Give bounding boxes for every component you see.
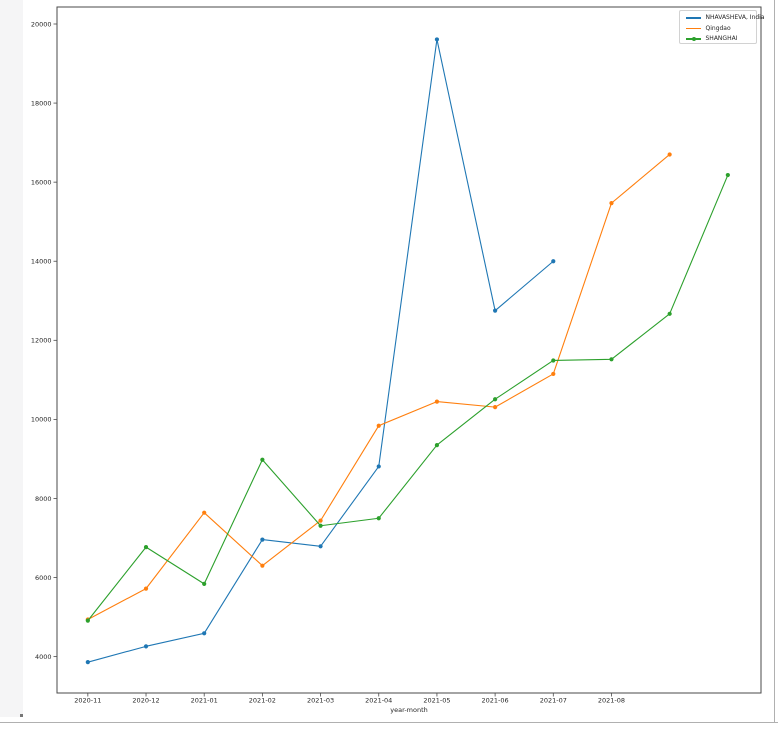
y-tick-label: 14000 <box>31 258 52 266</box>
data-point <box>667 311 672 316</box>
data-point <box>143 644 149 649</box>
y-tick-label: 12000 <box>31 337 52 345</box>
x-tick-label: 2021-08 <box>598 697 625 705</box>
data-point <box>434 37 440 42</box>
x-tick-label: 2021-07 <box>540 697 567 705</box>
y-tick-label: 6000 <box>35 574 52 582</box>
legend-line-icon <box>686 36 701 42</box>
y-tick-label: 10000 <box>31 416 52 424</box>
data-point <box>85 618 90 623</box>
x-tick-label: 2021-01 <box>191 697 218 705</box>
data-point <box>609 357 614 362</box>
data-point <box>318 518 323 523</box>
series-line-2 <box>87 174 729 622</box>
legend: NHAVASHEVA, India Qingdao SHANGHAI <box>679 10 765 45</box>
legend-line-icon <box>686 26 701 31</box>
legend-label: Qingdao <box>705 24 731 32</box>
y-tick-label: 4000 <box>35 653 52 661</box>
corner-artifact-dot <box>20 714 23 717</box>
legend-label: SHANGHAI <box>705 35 738 43</box>
data-point <box>318 544 323 549</box>
x-tick-label: 2020-12 <box>132 697 159 705</box>
data-point <box>143 586 149 591</box>
legend-item-2: SHANGHAI <box>680 34 756 45</box>
series-line-1 <box>87 153 671 621</box>
data-point <box>260 563 265 568</box>
data-point <box>493 308 498 313</box>
matplotlib-figure <box>23 0 774 722</box>
data-point <box>493 405 498 410</box>
data-point <box>434 399 440 404</box>
y-tick-label: 20000 <box>31 20 52 28</box>
left-margin-gutter <box>0 0 23 717</box>
legend-item-0: NHAVASHEVA, India <box>680 13 765 24</box>
legend-line-icon <box>686 15 701 20</box>
y-tick-label: 18000 <box>31 99 52 107</box>
page-border-bottom <box>0 722 778 723</box>
data-point <box>376 464 381 469</box>
data-point <box>434 442 440 448</box>
data-point <box>318 523 323 528</box>
data-point <box>260 537 265 542</box>
x-tick-label: 2021-04 <box>365 697 392 705</box>
x-axis-title: year-month <box>390 706 428 714</box>
data-point <box>667 152 672 157</box>
data-point <box>493 397 498 402</box>
data-point <box>202 510 207 515</box>
data-point <box>260 457 265 462</box>
x-tick-label: 2020-11 <box>74 697 101 705</box>
data-point <box>609 201 614 206</box>
series-line-0 <box>87 38 554 663</box>
legend-label: NHAVASHEVA, India <box>705 14 765 22</box>
page-border-right <box>774 0 775 722</box>
data-point <box>85 660 90 665</box>
y-tick-label: 16000 <box>31 178 52 186</box>
data-point <box>376 516 381 521</box>
axes-frame <box>56 6 762 694</box>
x-tick-label: 2021-03 <box>307 697 334 705</box>
data-point <box>551 371 556 377</box>
x-tick-label: 2021-02 <box>249 697 276 705</box>
data-point <box>725 172 730 178</box>
data-point <box>202 631 207 636</box>
data-point <box>202 581 207 586</box>
x-tick-label: 2021-06 <box>482 697 509 705</box>
legend-item-1: Qingdao <box>680 23 756 34</box>
data-point <box>551 259 556 264</box>
y-tick-label: 8000 <box>35 495 52 503</box>
legend-marker-dot <box>691 37 696 42</box>
data-point <box>551 358 556 363</box>
x-tick-label: 2021-05 <box>423 697 450 705</box>
data-point <box>143 545 149 550</box>
data-point <box>376 423 381 428</box>
